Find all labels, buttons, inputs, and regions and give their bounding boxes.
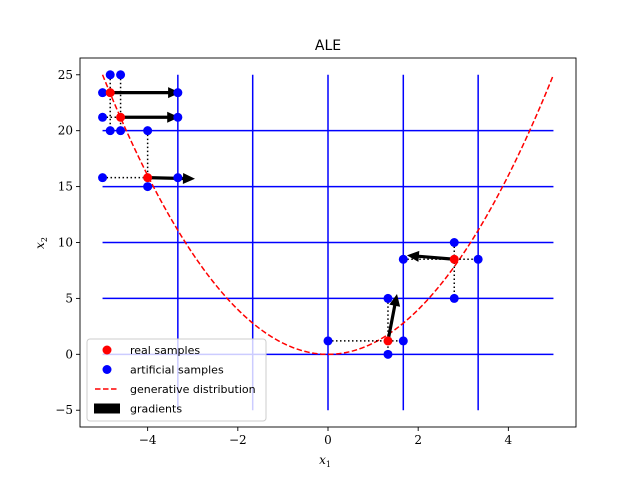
artificial-sample-point [143, 182, 153, 192]
artificial-sample-point [105, 70, 115, 80]
artificial-sample-point [98, 88, 108, 98]
artificial-sample-point [173, 112, 183, 122]
curve-path [101, 74, 555, 356]
gradient-arrow [406, 250, 455, 262]
artificial-sample-point [383, 349, 393, 359]
y-axis-title-main: x [33, 242, 47, 249]
legend-label: real samples [130, 344, 200, 357]
gradient-arrow [386, 293, 401, 342]
y-tick-label: 10 [58, 236, 73, 250]
artificial-sample-point [449, 238, 459, 247]
artificial-sample-point [398, 254, 408, 264]
real-sample-point [105, 88, 115, 98]
artificial-sample-point [449, 293, 459, 303]
gradient-arrows [110, 87, 455, 342]
legend-box [86, 338, 267, 422]
artificial-sample-point [323, 336, 333, 346]
x-tick-label: 0 [324, 433, 332, 447]
real-sample-point [143, 173, 153, 183]
sample-points [98, 70, 483, 359]
x-axis-title: x1 [319, 453, 331, 469]
artificial-sample-point [98, 173, 108, 183]
x-tick-label: 4 [505, 433, 513, 447]
artificial-sample-point [116, 70, 126, 80]
legend-artificial-marker [102, 365, 112, 374]
x-axis-title-sub: 1 [326, 460, 331, 469]
y-tick-label: 25 [58, 68, 73, 82]
generative-distribution-curve [101, 74, 555, 356]
artificial-sample-point [143, 126, 153, 136]
artificial-sample-point [383, 293, 393, 303]
y-tick-label: 15 [58, 180, 73, 194]
artificial-sample-point [105, 126, 115, 136]
x-tick-label: 2 [414, 433, 422, 447]
x-tick-label: −2 [229, 433, 247, 447]
chart-title: ALE [315, 38, 341, 54]
gradient-arrow [110, 87, 181, 99]
legend-real-marker [102, 345, 112, 355]
real-sample-point [116, 112, 126, 122]
artificial-sample-point [473, 254, 483, 264]
legend: real samples artificial samples generative… [86, 338, 267, 422]
real-sample-point [383, 336, 393, 346]
legend-label: gradients [130, 403, 182, 416]
axis-ticks: −4 −2 0 2 4 −5 0 5 10 15 20 25 [55, 68, 512, 447]
artificial-sample-point [116, 126, 126, 136]
y-tick-label: 20 [58, 124, 73, 138]
legend-label: generative distribution [130, 383, 256, 396]
y-tick-label: −5 [55, 403, 73, 417]
gradient-arrow [147, 172, 195, 184]
artificial-sample-point [173, 173, 183, 183]
artificial-sample-point [98, 112, 108, 122]
x-tick-label: −4 [139, 433, 157, 447]
real-sample-point [449, 254, 459, 264]
legend-gradient-patch [94, 403, 120, 414]
gradient-arrow [120, 111, 180, 123]
legend-label: artificial samples [130, 364, 224, 377]
artificial-sample-point [173, 88, 183, 98]
x-axis-title-main: x [319, 453, 326, 467]
y-axis-title-sub: 2 [40, 237, 49, 242]
y-tick-label: 0 [65, 347, 73, 361]
artificial-sample-point [398, 336, 408, 346]
y-axis-title: x2 [33, 237, 49, 249]
y-tick-label: 5 [65, 291, 73, 305]
